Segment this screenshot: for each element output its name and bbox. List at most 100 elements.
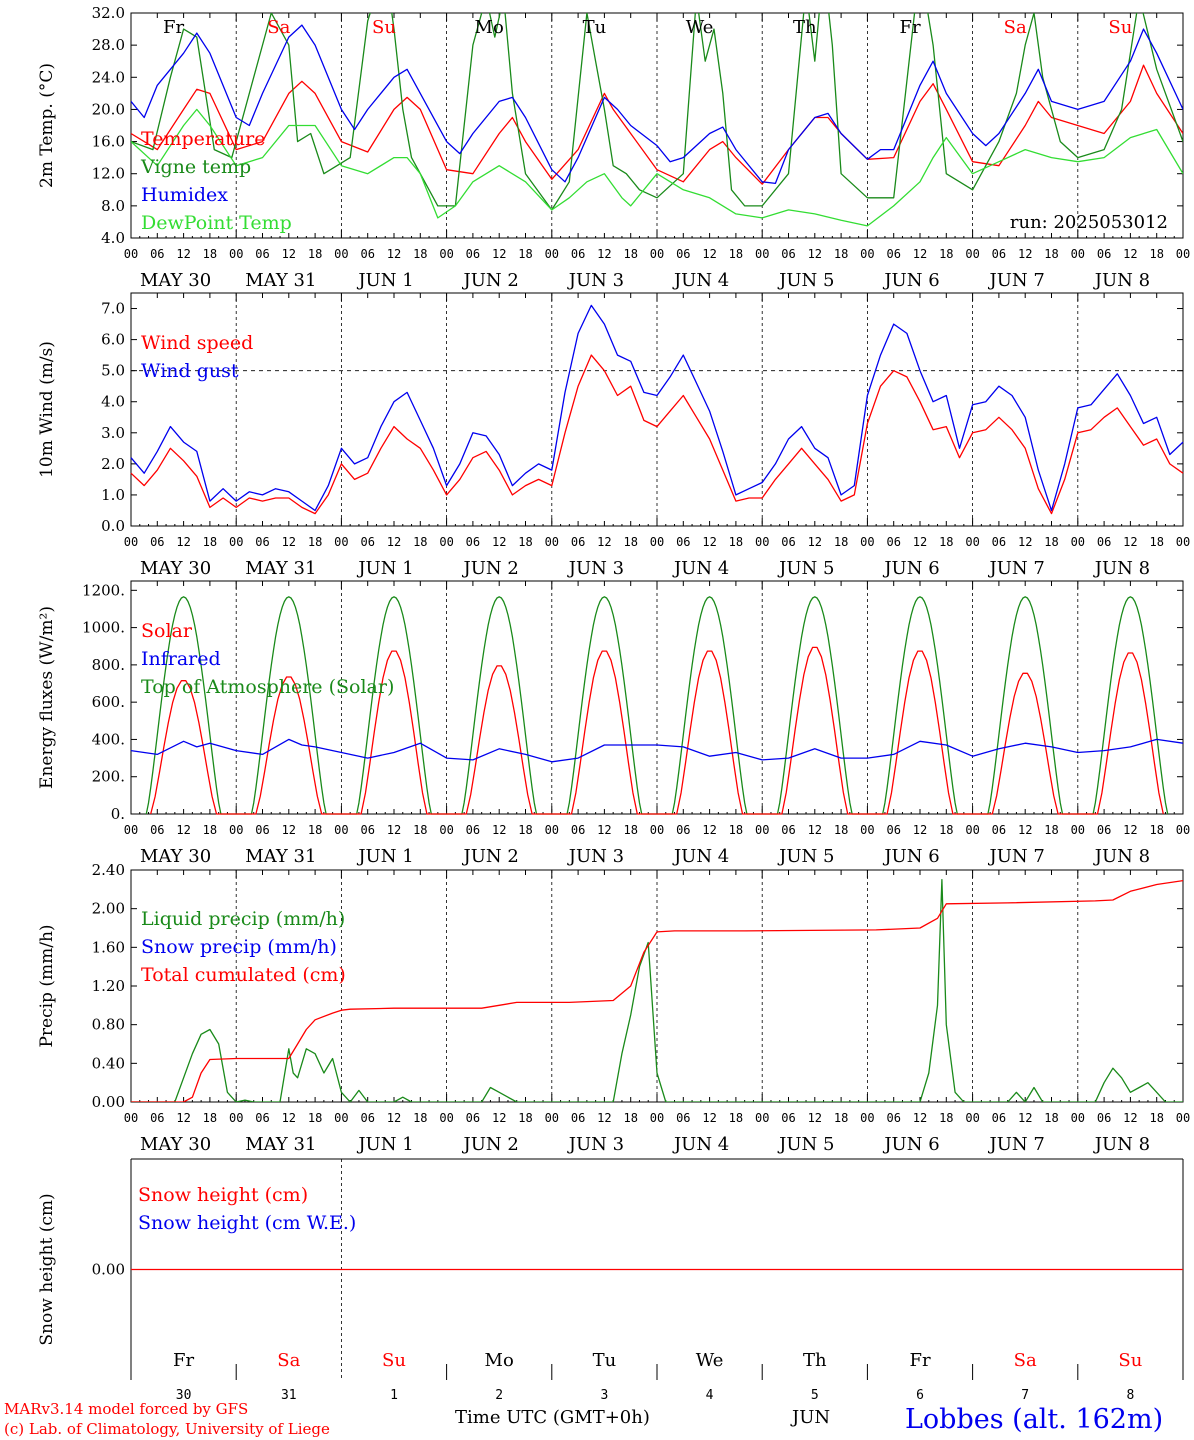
hour-label: 06 bbox=[150, 823, 164, 837]
hour-label: 12 bbox=[282, 247, 296, 261]
hour-label: 06 bbox=[992, 1111, 1006, 1125]
hour-label: 12 bbox=[176, 823, 190, 837]
day-number-label: 4 bbox=[706, 1388, 714, 1403]
hour-label: 12 bbox=[1018, 535, 1032, 549]
date-label: JUN 4 bbox=[672, 270, 729, 291]
legend-entry: Total cumulated (cm) bbox=[141, 964, 346, 986]
hour-label: 12 bbox=[702, 1111, 716, 1125]
y-tick-label: 800. bbox=[92, 656, 125, 674]
hour-label: 12 bbox=[1018, 823, 1032, 837]
day-number-label: 6 bbox=[916, 1388, 924, 1403]
hour-label: 18 bbox=[623, 535, 637, 549]
y-tick-label: 12.0 bbox=[92, 165, 125, 183]
hour-label: 12 bbox=[492, 247, 506, 261]
hour-label: 06 bbox=[255, 247, 269, 261]
hour-label: 18 bbox=[1044, 535, 1058, 549]
hour-label: 00 bbox=[965, 1111, 979, 1125]
hour-label: 12 bbox=[492, 535, 506, 549]
hour-label: 18 bbox=[518, 247, 532, 261]
hour-label: 12 bbox=[702, 823, 716, 837]
date-label: JUN 5 bbox=[777, 558, 834, 579]
date-label: JUN 8 bbox=[1093, 846, 1150, 867]
hour-label: 06 bbox=[571, 535, 585, 549]
hour-label: 18 bbox=[518, 1111, 532, 1125]
hour-label: 00 bbox=[229, 247, 243, 261]
hour-label: 12 bbox=[176, 535, 190, 549]
hour-label: 18 bbox=[308, 247, 322, 261]
hour-label: 12 bbox=[1018, 1111, 1032, 1125]
legend-entry: Humidex bbox=[141, 184, 228, 206]
legend-entry: Liquid precip (mm/h) bbox=[141, 908, 345, 930]
hour-label: 00 bbox=[124, 1111, 138, 1125]
hour-label: 00 bbox=[755, 535, 769, 549]
hour-label: 00 bbox=[650, 823, 664, 837]
date-label: JUN 1 bbox=[356, 1134, 413, 1155]
hour-label: 12 bbox=[1123, 247, 1137, 261]
hour-label: 18 bbox=[1044, 247, 1058, 261]
hour-label: 00 bbox=[545, 247, 559, 261]
hour-label: 18 bbox=[729, 247, 743, 261]
y-tick-label: 1000. bbox=[82, 619, 125, 637]
wind-speed-series bbox=[130, 354, 1184, 515]
y-axis-label: Precip (mm/h) bbox=[37, 924, 57, 1047]
day-name-label: Mo bbox=[475, 17, 504, 38]
hour-label: 06 bbox=[676, 823, 690, 837]
hour-label: 12 bbox=[597, 823, 611, 837]
hour-label: 06 bbox=[676, 1111, 690, 1125]
date-label: MAY 31 bbox=[245, 558, 316, 579]
y-tick-label: 1.20 bbox=[92, 977, 125, 995]
hour-label: 00 bbox=[334, 823, 348, 837]
y-tick-label: 6.0 bbox=[101, 331, 125, 349]
day-number-label: 8 bbox=[1126, 1388, 1134, 1403]
date-label: JUN 3 bbox=[567, 558, 624, 579]
hour-label: 00 bbox=[1071, 535, 1085, 549]
energy-panel: 0. 200. 400. 600. 800. 1000. 1200. Energy fluxe… bbox=[37, 580, 1190, 867]
precip-panel: 0.00 0.40 0.80 1.20 1.60 2.00 2.40 Precip (mm/h… bbox=[37, 861, 1190, 1155]
hour-label: 06 bbox=[676, 535, 690, 549]
footer: MARv3.14 model forced by GFS (c) Lab. of… bbox=[4, 1400, 1163, 1438]
run-annotation: run: 2025053012 bbox=[1010, 212, 1168, 233]
wind-panel: 0.0 1.0 2.0 3.0 4.0 5.0 6.0 7.0 10m Wind (m/s) Wi… bbox=[37, 292, 1190, 579]
hour-label: 06 bbox=[150, 247, 164, 261]
hour-label: 00 bbox=[1071, 247, 1085, 261]
legend-entry: Infrared bbox=[141, 648, 221, 670]
hour-label: 06 bbox=[466, 247, 480, 261]
y-tick-label: 2.0 bbox=[101, 455, 125, 473]
date-label: JUN 4 bbox=[672, 846, 729, 867]
hour-label: 12 bbox=[282, 823, 296, 837]
hour-label: 12 bbox=[597, 1111, 611, 1125]
date-label: JUN 3 bbox=[567, 846, 624, 867]
hour-label: 06 bbox=[571, 1111, 585, 1125]
day-name-label: Th bbox=[793, 17, 817, 38]
hour-label: 00 bbox=[965, 823, 979, 837]
hour-label: 00 bbox=[860, 1111, 874, 1125]
y-tick-label: 0.40 bbox=[92, 1054, 125, 1072]
hour-label: 12 bbox=[597, 535, 611, 549]
date-label: MAY 30 bbox=[140, 1134, 211, 1155]
y-tick-label: 0. bbox=[111, 805, 125, 823]
legend-entry: Wind speed bbox=[141, 332, 253, 354]
y-tick-label: 2.40 bbox=[92, 861, 125, 879]
date-label: JUN 1 bbox=[356, 270, 413, 291]
date-label: JUN 7 bbox=[988, 270, 1045, 291]
date-label: JUN 4 bbox=[672, 558, 729, 579]
legend-entry: Top of Atmosphere (Solar) bbox=[141, 676, 394, 698]
hour-label: 18 bbox=[834, 1111, 848, 1125]
hour-label: 18 bbox=[308, 1111, 322, 1125]
legend-entry: Snow precip (mm/h) bbox=[141, 936, 337, 958]
y-tick-label: 7.0 bbox=[101, 300, 125, 318]
y-tick-label: 0.00 bbox=[92, 1093, 125, 1111]
y-tick-label: 0.80 bbox=[92, 1016, 125, 1034]
hour-label: 12 bbox=[176, 247, 190, 261]
y-tick-label: 28.0 bbox=[92, 36, 125, 54]
hour-label: 00 bbox=[1176, 823, 1190, 837]
hour-label: 06 bbox=[360, 247, 374, 261]
day-name-label: Fr bbox=[173, 1350, 194, 1371]
date-label: JUN 5 bbox=[777, 270, 834, 291]
date-label: JUN 4 bbox=[672, 1134, 729, 1155]
hour-label: 12 bbox=[1123, 535, 1137, 549]
y-tick-label: 1200. bbox=[82, 581, 125, 599]
hour-label: 18 bbox=[939, 535, 953, 549]
hour-label: 06 bbox=[360, 823, 374, 837]
hour-label: 18 bbox=[1044, 1111, 1058, 1125]
